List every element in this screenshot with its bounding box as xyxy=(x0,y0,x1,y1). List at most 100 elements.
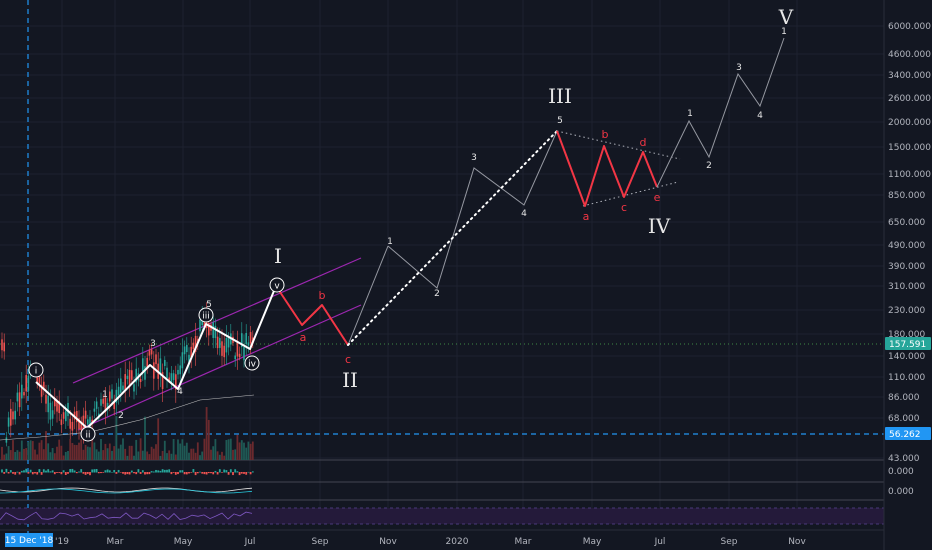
candle-body xyxy=(49,402,52,420)
macd-bar xyxy=(9,470,12,473)
macd-bar xyxy=(247,471,250,473)
oscillator-signal-line xyxy=(0,488,253,494)
macd-bar xyxy=(201,472,204,474)
volume-bar xyxy=(9,450,12,460)
volume-bar xyxy=(82,449,85,460)
macd-bar xyxy=(23,470,25,473)
corrective-wave-label: a xyxy=(300,331,307,344)
volume-bar xyxy=(168,450,171,460)
volume-bar xyxy=(91,422,94,460)
candle-body xyxy=(168,377,170,381)
macd-bar xyxy=(157,470,160,473)
candle-body xyxy=(113,401,115,409)
candle-body xyxy=(36,377,38,383)
volume-bar xyxy=(20,440,23,460)
macd-bar xyxy=(1,469,3,473)
price-tick-label: 110.000 xyxy=(888,373,925,383)
candle-body xyxy=(161,372,164,389)
candle-body xyxy=(111,389,113,399)
macd-bar xyxy=(245,472,248,475)
circled-wave-label: i xyxy=(35,367,38,377)
macd-bar xyxy=(221,472,223,473)
macd-bar xyxy=(34,472,36,474)
candle-body xyxy=(60,419,63,425)
macd-bar xyxy=(148,472,151,475)
volume-bar xyxy=(236,434,239,460)
volume-bar xyxy=(95,449,98,460)
volume-bar xyxy=(14,451,17,460)
time-tick-label: May xyxy=(174,537,193,547)
macd-bar xyxy=(36,472,39,475)
macd-bar xyxy=(86,472,89,474)
candle-body xyxy=(120,378,122,393)
macd-bar xyxy=(188,472,190,474)
volume-bar xyxy=(148,454,151,460)
candle-body xyxy=(142,358,144,372)
time-tick-label: '19 xyxy=(55,537,69,547)
wave-labels: IIIIIIIVViiiiiiivv123451234512341abcabcd… xyxy=(28,5,794,442)
volume-bar xyxy=(53,453,56,460)
macd-bar xyxy=(122,472,124,474)
macd-bar xyxy=(223,469,226,473)
volume-bar xyxy=(216,451,219,460)
volume-bar xyxy=(42,449,45,460)
volume-bar xyxy=(155,444,157,460)
volume-bar xyxy=(227,439,230,460)
candle-body xyxy=(27,375,30,391)
volume-bar xyxy=(240,440,243,460)
macd-bar xyxy=(144,472,146,475)
volume-bar xyxy=(102,450,105,460)
volume-bar xyxy=(243,442,245,460)
macd-bar xyxy=(82,472,85,474)
macd-bar xyxy=(216,472,219,475)
macd-bar xyxy=(232,472,234,476)
minor-wave-label: 1 xyxy=(387,237,393,247)
volume-bar xyxy=(214,439,217,460)
volume-bar xyxy=(183,445,186,460)
corrective-wave-label: b xyxy=(602,128,609,141)
candle-body xyxy=(208,322,210,336)
macd-bar xyxy=(106,469,109,473)
candle-body xyxy=(40,384,43,397)
time-tick-label: Sep xyxy=(312,537,329,547)
circled-wave-label: iv xyxy=(248,360,257,370)
moving-average-line xyxy=(0,394,255,441)
macd-bar xyxy=(20,470,23,473)
candle-body xyxy=(62,412,65,419)
macd-bar xyxy=(150,471,153,473)
wave-3-projection-line xyxy=(347,130,558,346)
candle-body xyxy=(146,357,148,368)
volume-bar xyxy=(18,451,21,460)
corrective-wave-label: c xyxy=(345,353,351,366)
corrective-wave-label: c xyxy=(621,201,627,214)
wave-3-path xyxy=(387,130,558,289)
macd-bar xyxy=(29,469,32,473)
volume-bar xyxy=(159,455,162,460)
macd-bar xyxy=(100,472,102,474)
volume-bar xyxy=(128,445,131,460)
volume-bar xyxy=(139,438,142,460)
price-axis[interactable]: 6000.000 4600.000 3400.000 2600.000 2000.000… xyxy=(883,0,932,550)
macd-bar xyxy=(84,472,87,475)
macd-bar xyxy=(38,469,41,473)
volume-bar xyxy=(245,447,248,460)
volume-bar xyxy=(49,452,52,460)
time-tick-label: Mar xyxy=(515,537,532,547)
channel-upper-line xyxy=(72,257,362,384)
candle-body xyxy=(89,416,91,430)
candle-body xyxy=(106,402,109,410)
macd-bar xyxy=(155,469,157,473)
macd-bar xyxy=(137,469,140,473)
candle-body xyxy=(69,418,71,429)
candle-body xyxy=(186,344,188,353)
minor-wave-label: 2 xyxy=(434,289,440,299)
cycle-wave-label: I xyxy=(274,244,282,268)
macd-bar xyxy=(113,469,116,473)
candle-body xyxy=(109,391,111,402)
volume-bar xyxy=(179,443,182,460)
time-axis[interactable]: '19 Mar May Jul Sep Nov 2020 Mar May Jul Sep Nov 15 … xyxy=(0,529,884,547)
volume-bar xyxy=(190,448,193,460)
candle-body xyxy=(155,354,157,365)
price-tick-label: 68.000 xyxy=(888,414,920,424)
